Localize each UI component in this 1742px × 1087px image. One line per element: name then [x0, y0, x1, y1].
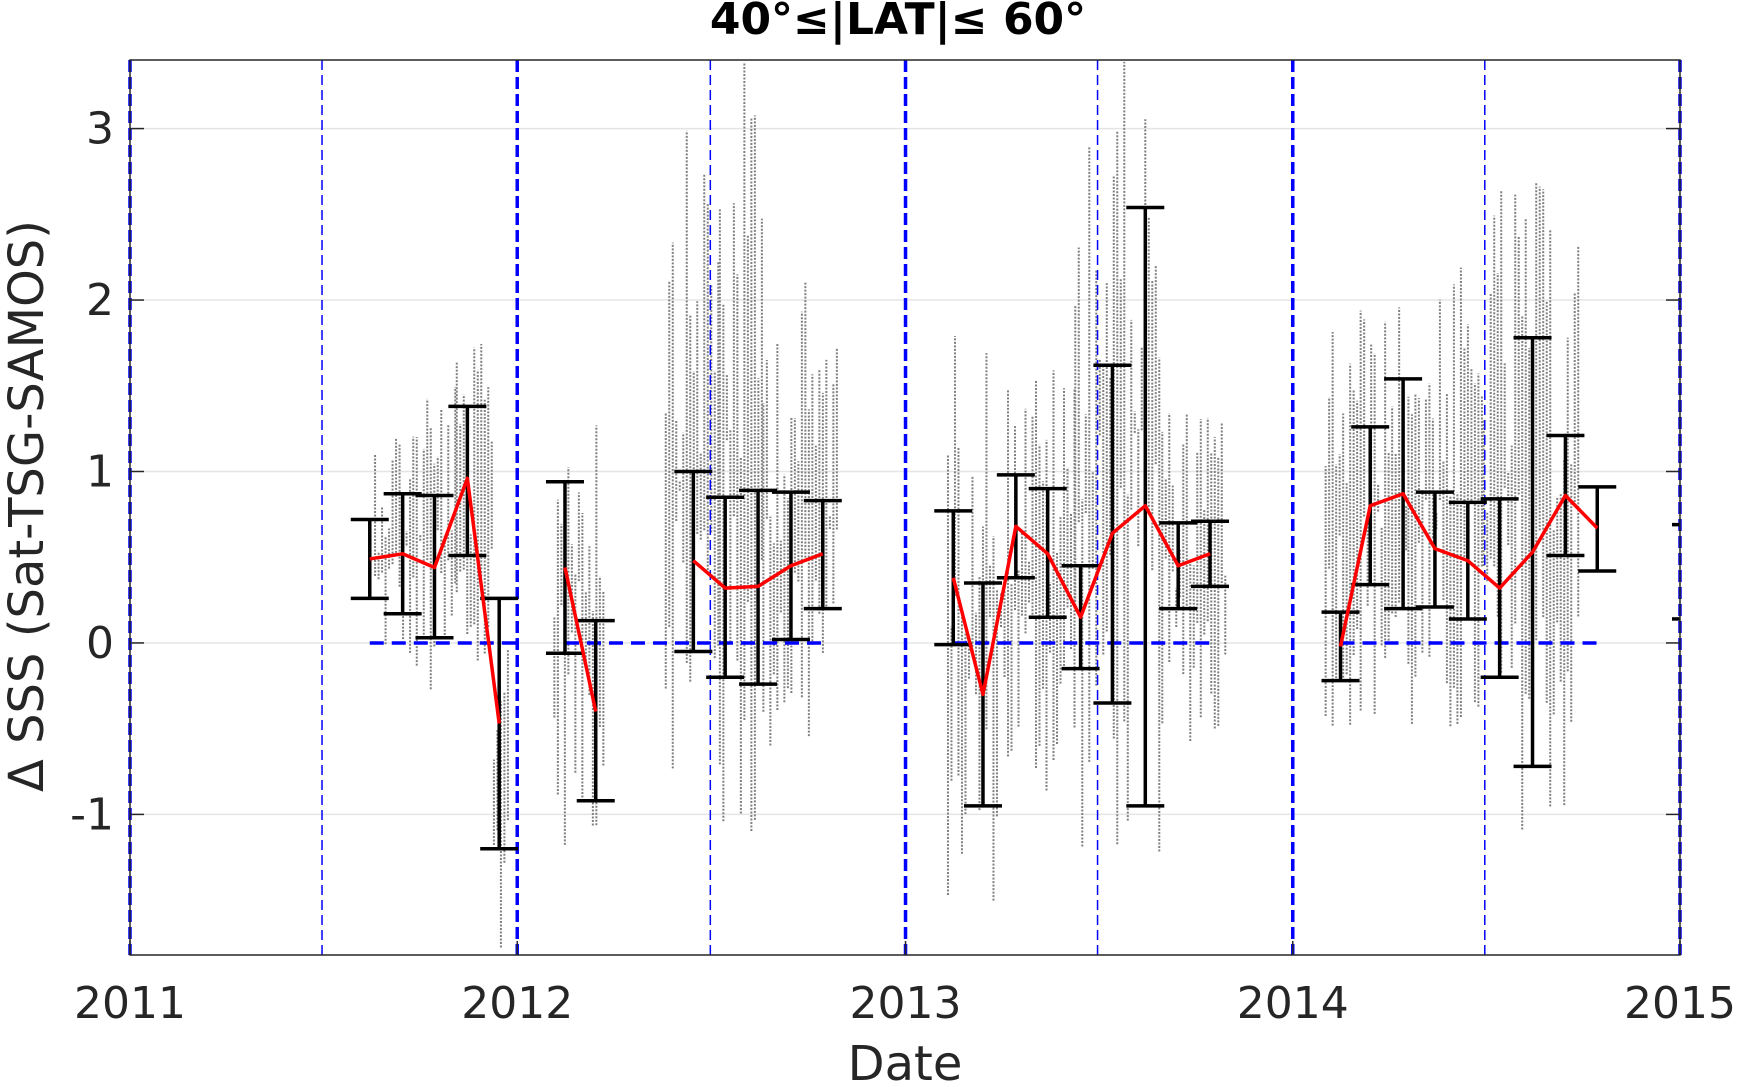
y-tick-label: 0	[86, 618, 114, 669]
x-tick-label: 2011	[74, 978, 186, 1029]
mean-line	[1338, 492, 1599, 647]
y-tick-label: -1	[70, 789, 114, 840]
mean-line	[563, 567, 598, 712]
tick-labels: 2011 2012 2013 2014 2015 -1 0 1 2 3	[70, 104, 1736, 1029]
x-tick-label: 2014	[1237, 978, 1349, 1029]
error-bars	[350, 205, 1617, 851]
x-tick-label: 2013	[850, 978, 962, 1029]
mean-line	[369, 476, 501, 724]
x-tick-label: 2012	[461, 978, 573, 1029]
x-axis-label: Date	[848, 1036, 963, 1087]
y-tick-label: 2	[86, 275, 114, 326]
mean-line	[951, 504, 1211, 697]
mean-lines	[369, 476, 1680, 724]
axes	[129, 59, 1681, 956]
y-axis-label: Δ SSS (Sat-TSG-SAMOS)	[0, 220, 55, 792]
x-tick-label: 2015	[1624, 978, 1736, 1029]
chart-title: 40°≤|LAT|≤ 60°	[710, 0, 1086, 45]
y-tick-label: 3	[86, 104, 114, 155]
mean-line	[692, 552, 824, 590]
y-tick-label: 1	[86, 446, 114, 497]
